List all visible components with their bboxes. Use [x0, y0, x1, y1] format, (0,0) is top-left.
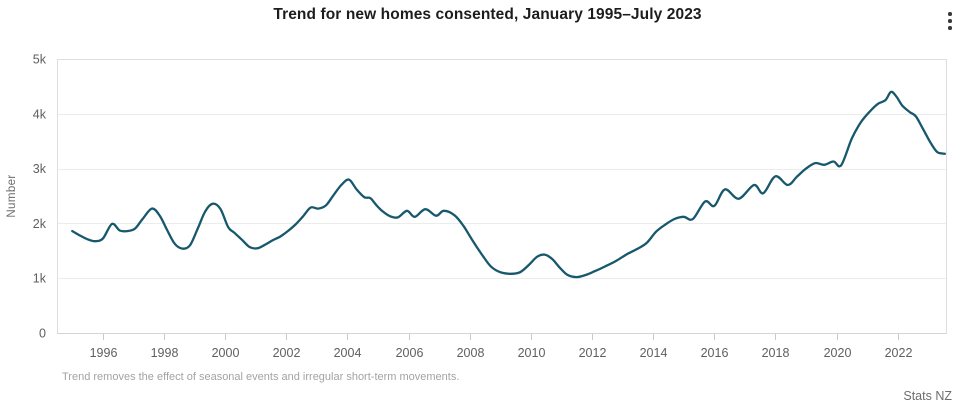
x-tick-label: 2006	[396, 346, 424, 360]
x-tick-label: 1996	[90, 346, 118, 360]
x-tick-label: 2018	[762, 346, 790, 360]
y-tick-label: 5k	[33, 53, 47, 67]
chart-menu-button[interactable]	[937, 6, 963, 36]
y-tick-label: 3k	[33, 162, 47, 176]
x-tick-label: 2000	[212, 346, 240, 360]
chart-title: Trend for new homes consented, January 1…	[273, 6, 702, 23]
x-tick-label: 1998	[151, 346, 179, 360]
kebab-menu-icon	[937, 12, 963, 30]
y-tick-label: 0	[39, 327, 46, 341]
y-tick-label: 1k	[33, 272, 47, 286]
y-tick-label: 4k	[33, 107, 47, 121]
x-tick-label: 2012	[579, 346, 607, 360]
attribution-label: Stats NZ	[903, 389, 952, 403]
trend-line-series	[71, 90, 946, 279]
chart-footnote: Trend removes the effect of seasonal eve…	[62, 371, 460, 383]
x-tick-label: 2010	[518, 346, 546, 360]
x-tick-label: 2020	[824, 346, 852, 360]
x-tick-label: 2022	[885, 346, 913, 360]
plot-border	[57, 59, 947, 334]
x-tick-label: 2014	[640, 346, 668, 360]
x-tick-label: 2008	[457, 346, 485, 360]
x-tick-label: 2002	[273, 346, 301, 360]
y-tick-label: 2k	[33, 217, 47, 231]
x-tick-label: 2004	[334, 346, 362, 360]
x-tick-label: 2016	[701, 346, 729, 360]
